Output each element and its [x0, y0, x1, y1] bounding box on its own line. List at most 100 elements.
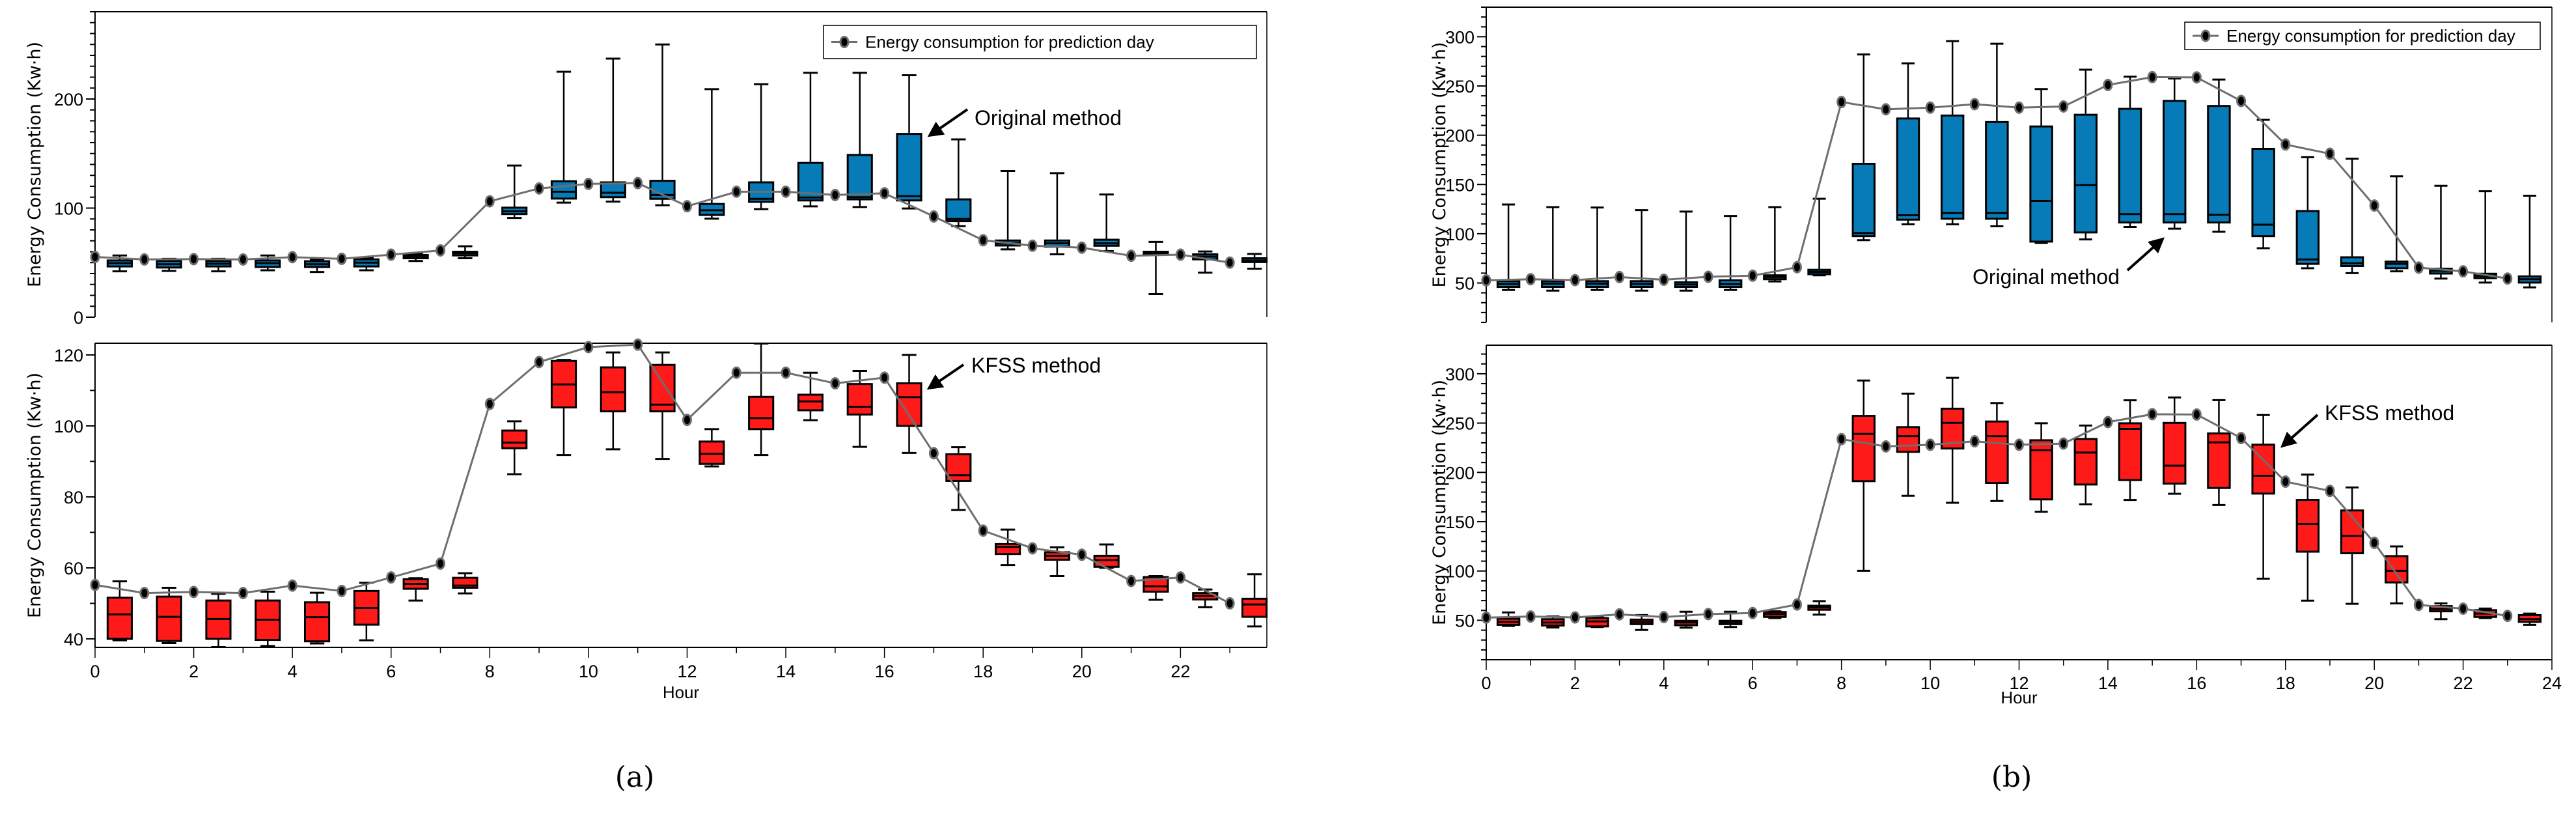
box-hour-21 — [2429, 184, 2453, 280]
y-axis-title: Energy Consumption (Kw·h) — [1430, 42, 1450, 287]
box-hour-0 — [106, 254, 133, 273]
iqr-box — [896, 133, 922, 202]
prediction-day-marker — [189, 253, 199, 266]
x-tick-label: 18 — [973, 662, 993, 681]
prediction-day-marker — [484, 195, 495, 208]
prediction-day-marker — [139, 253, 150, 266]
prediction-day-marker — [633, 176, 643, 190]
box-hour-7 — [452, 572, 478, 595]
box-hour-12 — [2029, 422, 2053, 513]
x-tick-label: 4 — [1659, 673, 1669, 693]
prediction-day-marker — [534, 356, 544, 369]
iqr-box — [797, 393, 824, 412]
prediction-day-marker — [2147, 70, 2157, 83]
prediction-day-marker — [2502, 610, 2513, 623]
box-hour-6 — [1763, 206, 1787, 283]
box-hour-0 — [1496, 203, 1521, 291]
prediction-day-marker — [978, 234, 988, 247]
x-tick-label: 22 — [1170, 662, 1190, 681]
y-tick-label: 250 — [1445, 414, 1475, 434]
prediction-day-marker — [2413, 261, 2424, 274]
prediction-day-marker — [1077, 548, 1087, 561]
iqr-box — [995, 543, 1021, 556]
box-hour-0 — [106, 580, 133, 642]
prediction-day-marker — [337, 584, 347, 597]
box-hour-12 — [2029, 88, 2053, 244]
x-tick-label: 2 — [1570, 673, 1580, 693]
prediction-day-marker — [978, 524, 988, 537]
x-tick-label: 14 — [2098, 673, 2118, 693]
iqr-box — [2163, 421, 2187, 485]
x-tick-label: 18 — [2276, 673, 2295, 693]
annotation-arrow-icon — [2126, 237, 2165, 272]
prediction-day-marker — [879, 187, 890, 200]
box-hour-20 — [2385, 545, 2409, 605]
box-hour-20 — [1093, 193, 1120, 252]
x-tick-label: 10 — [1920, 673, 1940, 693]
prediction-day-marker — [2147, 408, 2157, 421]
box-hour-15 — [2163, 396, 2187, 495]
x-tick-label: 6 — [386, 662, 396, 681]
iqr-box — [1985, 120, 2009, 220]
prediction-day-marker — [2191, 408, 2202, 421]
annotation-label: KFSS method — [971, 354, 1101, 377]
y-axis-title: Energy Consumption (Kw·h) — [1430, 380, 1450, 625]
prediction-day-marker — [1027, 239, 1038, 252]
prediction-day-marker — [2058, 437, 2069, 450]
iqr-box — [2029, 125, 2053, 243]
prediction-day-marker — [633, 338, 643, 351]
prediction-day-marker — [1027, 542, 1038, 555]
prediction-day-marker — [287, 251, 298, 264]
prediction-day-marker — [2502, 272, 2513, 285]
box-hour-4 — [1674, 210, 1698, 292]
prediction-day-marker — [2280, 138, 2291, 151]
prediction-day-marker — [1925, 101, 1935, 114]
y-tick-label: 100 — [54, 199, 83, 219]
prediction-day-marker — [1614, 608, 1625, 621]
legend: Energy consumption for prediction day — [2184, 21, 2541, 50]
box-hour-17 — [945, 138, 972, 227]
y-tick-label: 200 — [1445, 126, 1475, 146]
iqr-box — [2251, 444, 2275, 495]
annotation-label: Original method — [1973, 265, 2120, 289]
y-axis-title: Energy Consumption (Kw·h) — [25, 42, 45, 287]
caption-b: (b) — [1991, 761, 2032, 794]
y-tick-label: 0 — [74, 308, 83, 328]
x-tick-label: 20 — [1072, 662, 1092, 681]
prediction-day-marker — [238, 253, 248, 266]
annotation-arrow-icon — [926, 363, 965, 390]
iqr-box — [2163, 100, 2187, 224]
box-hour-8 — [1851, 379, 1876, 572]
iqr-box — [1241, 597, 1268, 618]
iqr-box — [2029, 439, 2053, 501]
prediction-day-marker — [781, 366, 791, 379]
prediction-day-marker — [781, 185, 791, 198]
box-hour-2 — [205, 593, 232, 648]
prediction-day-marker — [238, 587, 248, 600]
y-tick-label: 100 — [1445, 225, 1475, 244]
box-hour-6 — [402, 253, 429, 262]
box-hour-18 — [2295, 156, 2320, 270]
legend-marker-icon — [2200, 29, 2211, 42]
iqr-box — [649, 363, 676, 413]
iqr-box — [106, 597, 133, 640]
prediction-day-marker — [287, 579, 298, 592]
prediction-day-marker — [1659, 610, 1669, 623]
box-hour-22 — [1192, 588, 1219, 608]
iqr-box — [2207, 105, 2231, 224]
box-hour-13 — [748, 83, 775, 210]
prediction-day-marker — [2458, 265, 2469, 278]
box-hour-10 — [600, 57, 626, 203]
prediction-day-marker — [830, 188, 840, 201]
box-hour-18 — [995, 528, 1021, 567]
box-hour-16 — [2207, 399, 2231, 506]
box-hour-13 — [2073, 68, 2098, 241]
iqr-box — [2073, 438, 2098, 486]
box-hour-16 — [2207, 78, 2231, 233]
prediction-day-marker — [2325, 147, 2335, 160]
iqr-box — [1851, 415, 1876, 483]
prediction-day-marker — [90, 578, 100, 591]
prediction-day-marker — [2014, 101, 2024, 114]
prediction-day-marker — [1077, 241, 1087, 254]
